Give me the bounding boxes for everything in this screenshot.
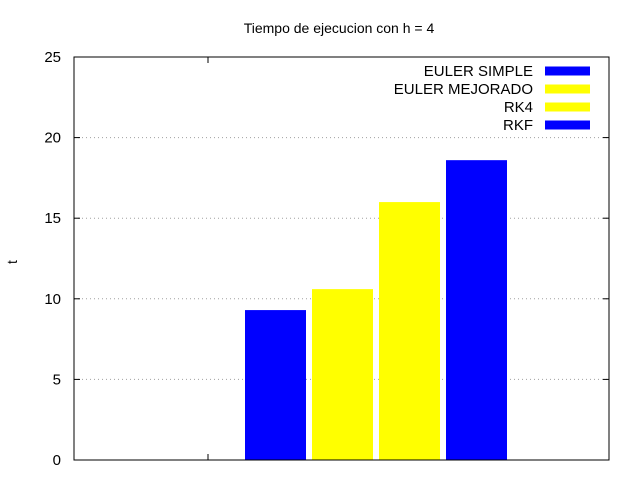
y-tick-label: 20: [44, 130, 61, 147]
bar-rkf: [446, 160, 507, 460]
legend-swatch: [545, 66, 590, 76]
legend-swatch: [545, 120, 590, 130]
y-tick-label: 10: [44, 291, 61, 308]
legend-swatch: [545, 102, 590, 112]
y-tick-label: 5: [53, 371, 61, 388]
bar-euler-mejorado: [312, 289, 373, 460]
y-ticks: 0 5 10 15 20 25: [44, 49, 609, 469]
y-tick-label: 15: [44, 210, 61, 227]
y-axis-label: t: [4, 260, 20, 264]
legend-label: EULER SIMPLE: [424, 63, 533, 80]
y-tick-label: 25: [44, 49, 61, 66]
legend-label: RKF: [503, 117, 533, 134]
legend-swatch: [545, 84, 590, 94]
plot-border: [73, 56, 610, 461]
bar-euler-simple: [245, 310, 306, 460]
legend-label: RK4: [504, 99, 533, 116]
legend-label: EULER MEJORADO: [394, 81, 533, 98]
bars: [245, 160, 507, 460]
bar-rk4: [379, 202, 440, 460]
y-tick-label: 0: [53, 452, 61, 469]
chart-title: Tiempo de ejecucion con h = 4: [244, 20, 435, 36]
